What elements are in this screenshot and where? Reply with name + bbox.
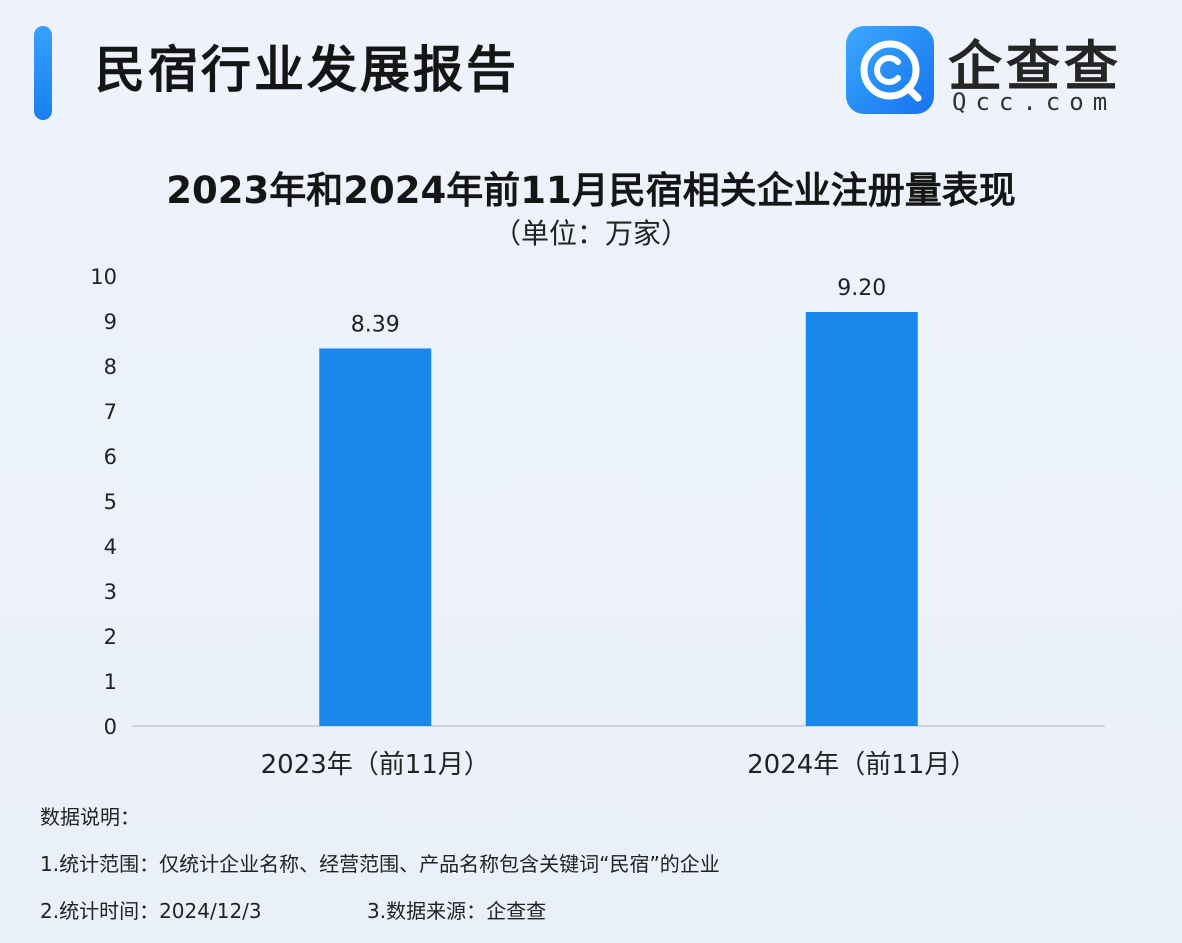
notes-heading: 数据说明：	[40, 801, 140, 830]
y-tick-label: 0	[104, 715, 117, 739]
bar	[806, 312, 918, 726]
y-tick-label: 7	[104, 400, 117, 424]
x-tick-label: 2023年（前11月）	[261, 750, 490, 780]
y-tick-label: 8	[104, 355, 117, 379]
data-label: 9.20	[837, 276, 886, 301]
y-tick-label: 1	[104, 670, 117, 694]
y-tick-label: 6	[104, 445, 117, 469]
y-tick-label: 10	[90, 265, 117, 289]
notes-time: 2.统计时间：2024/12/3	[40, 895, 262, 924]
bar	[319, 348, 431, 726]
y-tick-label: 9	[104, 310, 117, 334]
x-tick-label: 2024年（前11月）	[747, 750, 976, 780]
y-tick-label: 2	[104, 625, 117, 649]
y-tick-label: 5	[104, 490, 117, 514]
notes-source: 3.数据来源：企查查	[367, 895, 546, 924]
data-label: 8.39	[351, 312, 400, 337]
y-tick-label: 4	[104, 535, 117, 559]
notes-scope: 1.统计范围：仅统计企业名称、经营范围、产品名称包含关键词“民宿”的企业	[40, 848, 720, 877]
y-tick-label: 3	[104, 580, 117, 604]
